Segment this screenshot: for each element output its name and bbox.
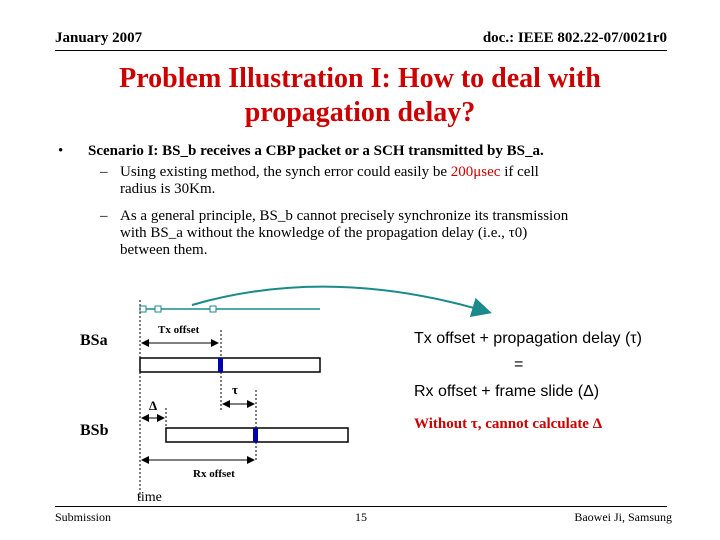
title-line-1: Problem Illustration I: How to deal with <box>119 63 601 94</box>
sub-bullet-1: Using existing method, the synch error c… <box>120 164 539 181</box>
tick-marker-3 <box>209 305 217 313</box>
sub-bullet-1-post: if cell <box>500 164 539 180</box>
sub-bullet-2-line-1: As a general principle, BS_b cannot prec… <box>120 208 569 224</box>
tx-offset-label: Tx offset <box>158 324 200 336</box>
sub-bullet-2-line-2: with BS_a without the knowledge of the p… <box>120 225 528 241</box>
sub-bullet-2-line-3: between them. <box>120 242 208 258</box>
formula-line-1: Tx offset + propagation delay (τ) <box>414 330 642 347</box>
sub-bullet-dash-2: – <box>100 208 108 224</box>
title-line-2: propagation delay? <box>244 97 476 128</box>
header-rule <box>55 50 667 51</box>
bsb-rx-marker <box>253 428 258 442</box>
formula-line-2: Rx offset + frame slide (Δ) <box>414 383 600 400</box>
bsa-tx-marker <box>218 358 223 372</box>
tick-marker-2 <box>154 305 162 313</box>
sub-bullet-dash-1: – <box>100 164 108 180</box>
without-tau-note: Without τ, cannot calculate Δ <box>414 416 603 432</box>
slide-title: Problem Illustration I: How to deal with… <box>40 62 680 130</box>
footer-submission: Submission <box>55 510 112 524</box>
bsb-label: BSb <box>80 422 109 439</box>
tick-marker-1 <box>139 305 147 313</box>
footer-page-number: 15 <box>355 510 367 524</box>
header-date: January 2007 <box>55 30 143 46</box>
header-doc-id: doc.: IEEE 802.22-07/0021r0 <box>482 30 667 46</box>
bullet-scenario: Scenario I: BS_b receives a CBP packet o… <box>88 143 544 159</box>
bsa-frame <box>139 357 321 373</box>
sub-bullet-1-line-2: radius is 30Km. <box>120 181 216 197</box>
time-label: time <box>137 490 162 505</box>
sync-error-value: 200μsec <box>450 164 501 180</box>
footer-author: Baowei Ji, Samsung <box>574 510 672 524</box>
footer-rule <box>55 506 667 507</box>
propagation-arrow <box>191 285 492 318</box>
bsa-label: BSa <box>80 332 108 349</box>
formula-equals: = <box>514 356 524 373</box>
sub-bullet-1-pre: Using existing method, the synch error c… <box>120 164 451 180</box>
rx-offset-label: Rx offset <box>193 468 235 480</box>
bullet-dot: • <box>58 143 64 159</box>
delta-label: Δ <box>149 398 158 413</box>
tau-label: τ <box>232 382 238 397</box>
